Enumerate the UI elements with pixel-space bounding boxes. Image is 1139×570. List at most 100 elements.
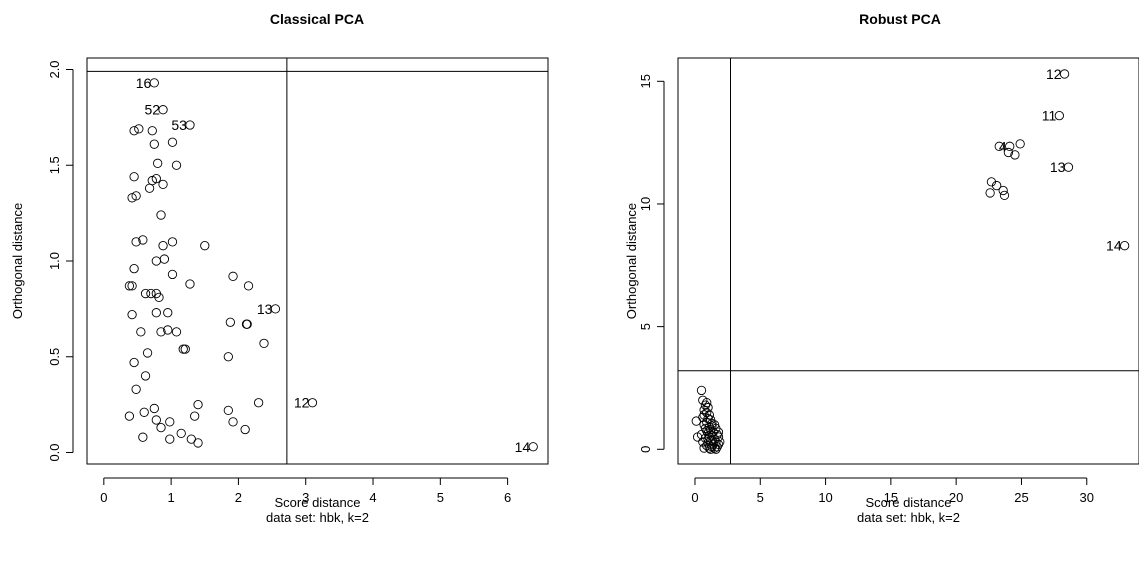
- data-point: [307, 398, 318, 408]
- chart-title: Robust PCA: [859, 11, 941, 27]
- data-point: [228, 417, 238, 427]
- data-point: [703, 434, 713, 445]
- data-point: [171, 327, 182, 337]
- data-point: [149, 78, 159, 88]
- data-point: [696, 429, 707, 440]
- x-tick-label: 30: [1080, 490, 1094, 505]
- data-point: [691, 416, 701, 426]
- data-point: [165, 434, 175, 444]
- data-point: [146, 288, 156, 299]
- x-axis-label: Score distance: [866, 495, 952, 510]
- data-point: [699, 405, 709, 415]
- data-point: [243, 281, 254, 291]
- data-point: [167, 269, 178, 280]
- x-tick-label: 5: [437, 490, 444, 505]
- data-point: [715, 437, 725, 447]
- data-point: [129, 357, 139, 368]
- data-point: [193, 399, 203, 410]
- data-point: [259, 338, 269, 348]
- x-tick-label: 2: [235, 490, 242, 505]
- data-point: [1010, 150, 1020, 160]
- data-point: [994, 141, 1004, 151]
- data-point: [159, 254, 170, 264]
- point-label: 52: [144, 102, 160, 118]
- x-tick-label: 15: [884, 490, 898, 505]
- data-point: [711, 444, 721, 454]
- data-point: [167, 137, 178, 147]
- point-label: 12: [294, 395, 310, 411]
- data-point: [149, 403, 159, 414]
- y-tick-label: 0.0: [47, 443, 62, 461]
- x-axis-label: Score distance: [275, 495, 361, 510]
- data-point: [1059, 69, 1070, 79]
- data-point: [142, 348, 153, 358]
- x-tick-label: 1: [168, 490, 175, 505]
- data-point: [240, 424, 250, 435]
- data-point: [149, 139, 159, 149]
- data-point: [253, 398, 264, 408]
- data-point: [185, 279, 195, 289]
- data-point: [156, 422, 166, 433]
- data-point: [129, 264, 139, 274]
- data-point: [707, 418, 717, 429]
- data-point: [139, 407, 149, 417]
- data-point: [241, 319, 252, 329]
- data-point: [223, 352, 233, 362]
- data-point: [151, 174, 161, 184]
- data-point: [127, 309, 137, 320]
- data-point: [140, 371, 151, 381]
- data-point: [225, 317, 235, 327]
- point-label: 14: [515, 439, 531, 455]
- data-point: [147, 126, 157, 136]
- data-point: [1119, 241, 1130, 251]
- point-label: 13: [1050, 159, 1066, 175]
- y-tick-label: 0: [638, 446, 653, 453]
- y-tick-label: 10: [638, 197, 653, 211]
- data-point: [1005, 141, 1015, 151]
- chart-title: Classical PCA: [270, 11, 364, 27]
- data-point: [992, 180, 1002, 191]
- data-point: [129, 172, 139, 182]
- plot-frame: [86, 57, 549, 465]
- data-point: [223, 405, 233, 416]
- data-point: [131, 237, 141, 247]
- x-tick-label: 10: [818, 490, 832, 505]
- y-tick-label: 0.5: [47, 348, 62, 366]
- x-axis-subtitle: data set: hbk, k=2: [266, 510, 369, 525]
- data-point: [156, 210, 166, 220]
- data-point: [190, 411, 200, 421]
- data-point: [180, 344, 190, 354]
- point-label: 12: [1046, 66, 1062, 82]
- data-point: [140, 288, 151, 299]
- data-point: [185, 120, 195, 130]
- data-point: [167, 237, 178, 247]
- x-tick-label: 0: [691, 490, 698, 505]
- data-point: [124, 281, 135, 291]
- data-point: [700, 400, 711, 410]
- y-axis-label: Orthogonal distance: [624, 203, 639, 319]
- x-tick-label: 6: [504, 490, 511, 505]
- data-point: [228, 271, 238, 281]
- y-tick-label: 5: [638, 323, 653, 330]
- data-point: [163, 325, 173, 335]
- data-point: [144, 183, 155, 193]
- data-point: [156, 327, 166, 337]
- data-point: [1063, 162, 1074, 172]
- data-point: [696, 385, 707, 396]
- point-label: 53: [171, 117, 187, 133]
- x-tick-label: 3: [302, 490, 309, 505]
- data-point: [528, 442, 538, 452]
- data-point: [699, 443, 709, 453]
- plot-frame: [677, 57, 1139, 465]
- data-point: [242, 319, 252, 329]
- data-point: [151, 415, 161, 425]
- data-point: [200, 241, 210, 251]
- data-point: [1003, 147, 1014, 158]
- data-point: [151, 308, 161, 318]
- data-point: [151, 256, 161, 266]
- point-label: 16: [136, 75, 152, 91]
- data-point: [131, 191, 141, 201]
